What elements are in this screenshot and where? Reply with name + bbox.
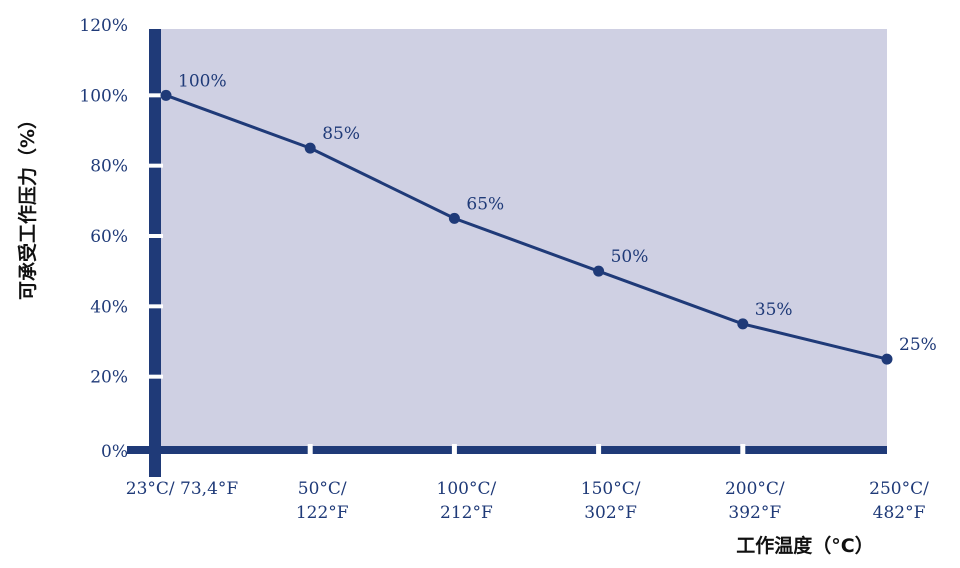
data-labels: 100% 85% 65% 50% 35% 25% [178,71,937,355]
y-tick-label: 20% [90,368,128,388]
data-label: 50% [611,247,649,267]
y-tick-label: 40% [90,297,128,317]
x-tick-label: 23°C/ 73,4°F [126,479,239,499]
data-label: 25% [899,335,937,355]
y-axis-gap [147,163,163,168]
x-tick-label-line: 302°F [584,503,637,523]
y-axis-line [149,29,161,477]
x-axis-gap [307,444,313,456]
y-axis [147,29,163,477]
x-axis-title: 工作温度（°C） [736,534,873,557]
x-tick-labels: 23°C/ 73,4°F 50°C/122°F 100°C/212°F 150°C/3… [126,479,929,523]
x-tick-label-line: 122°F [296,503,349,523]
x-axis-gap [596,444,602,456]
data-label: 100% [178,71,227,91]
x-tick-label: 150°C/302°F [581,479,641,523]
x-axis-gap [740,444,746,456]
data-points [160,89,893,365]
data-point [304,142,316,154]
y-axis-title: 可承受工作压力（%） [16,110,39,300]
data-point [160,89,172,101]
plot-area [160,29,887,450]
x-tick-label: 100°C/212°F [437,479,497,523]
x-tick-label-line: 150°C/ [581,479,641,499]
y-tick-label: 60% [90,227,128,247]
y-axis-gap [147,93,163,98]
x-tick-label-line: 50°C/ [298,479,347,499]
x-tick-label-line: 200°C/ [725,479,785,499]
y-tick-label: 0% [101,442,128,462]
x-axis-gap [451,444,457,456]
x-tick-label: 250°C/482°F [869,479,929,523]
x-tick-label-line: 482°F [873,503,926,523]
x-tick-label-line: 250°C/ [869,479,929,499]
y-tick-labels: 0% 20% 40% 60% 80% 100% 120% [79,16,128,462]
series-line [165,93,888,361]
y-tick-label: 120% [79,16,128,36]
y-axis-gap [147,234,163,238]
data-point [448,212,460,224]
x-tick-label-line: 23°C/ 73,4°F [126,479,239,499]
x-tick-label: 200°C/392°F [725,479,785,523]
x-tick-label-line: 392°F [728,503,781,523]
x-tick-label: 50°C/122°F [296,479,349,523]
data-label: 85% [322,124,360,144]
x-axis-line [127,446,887,454]
data-point [593,265,605,277]
x-tick-label-line: 212°F [440,503,493,523]
y-tick-label: 100% [79,86,128,106]
x-axis [127,444,887,456]
data-label: 35% [755,300,793,320]
y-axis-gap [147,304,163,309]
y-axis-gap [147,374,163,379]
x-tick-label-line: 100°C/ [437,479,497,499]
y-tick-label: 80% [90,157,128,177]
data-point [881,353,893,365]
data-point [737,318,749,330]
data-label: 65% [466,194,504,214]
